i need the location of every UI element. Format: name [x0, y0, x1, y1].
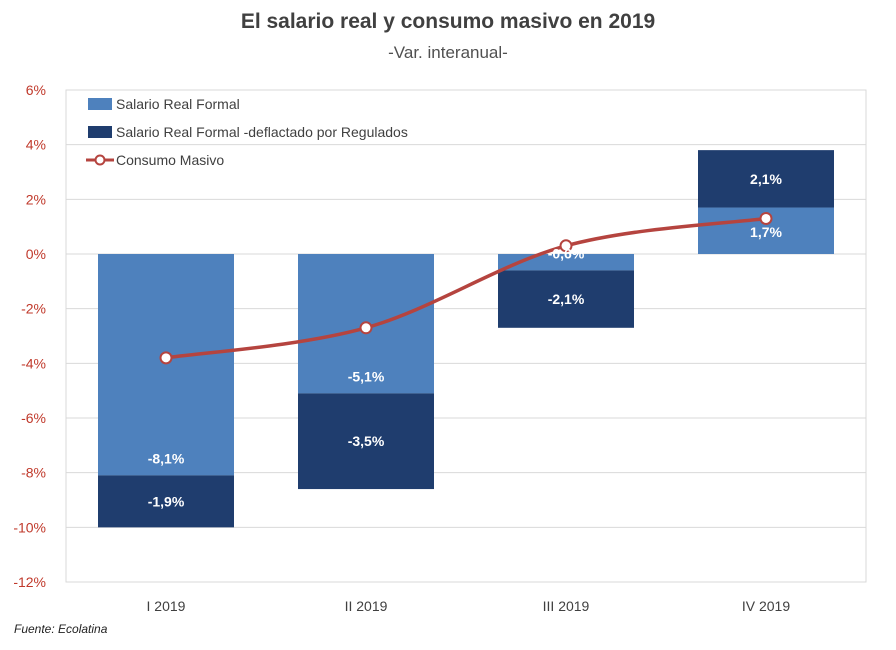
bar-data-label: -2,1%: [548, 291, 585, 307]
bars: [98, 150, 834, 528]
y-tick-label: 2%: [26, 191, 46, 207]
chart-title: El salario real y consumo masivo en 2019: [240, 10, 656, 33]
line-point: [559, 239, 573, 253]
bar-data-label: -8,1%: [148, 450, 185, 466]
legend-swatch: [88, 98, 112, 110]
bar-segment: [98, 475, 234, 528]
x-tick-label: II 2019: [345, 598, 388, 614]
bar-data-label: -5,1%: [348, 368, 385, 384]
legend-label: Consumo Masivo: [116, 152, 224, 168]
legend-label: Salario Real Formal -deflactado por Regu…: [116, 124, 408, 140]
y-tick-label: 6%: [26, 82, 46, 98]
source-note: Fuente: Ecolatina: [14, 622, 108, 636]
x-tick-label: IV 2019: [742, 598, 790, 614]
y-tick-label: -8%: [21, 465, 46, 481]
x-tick-label: III 2019: [543, 598, 590, 614]
bar-data-label: -1,9%: [148, 493, 185, 509]
y-tick-label: -10%: [13, 519, 46, 535]
line-point: [759, 211, 773, 225]
y-tick-label: -12%: [13, 574, 46, 590]
consumo-masivo-line: [165, 216, 767, 360]
x-tick-label: I 2019: [147, 598, 186, 614]
bar-data-label: 1,7%: [750, 224, 782, 240]
axes: 6% 4% 2% 0% -2% -4% -6% -8% -10% -12% I 2019 II 201…: [13, 82, 790, 614]
bar-segment: [98, 254, 234, 476]
y-tick-label: 0%: [26, 246, 46, 262]
chart-subtitle: -Var. interanual-: [388, 43, 508, 62]
y-tick-label: -6%: [21, 410, 46, 426]
data-labels: -8,1% -1,9% -5,1% -3,5% -0,6% -2,1% 1,7% 2,1%: [148, 171, 783, 510]
line-point: [159, 351, 173, 365]
consumo-line: [159, 211, 773, 365]
bar-data-label: 2,1%: [750, 171, 782, 187]
line-point: [359, 321, 373, 335]
legend-label: Salario Real Formal: [116, 96, 240, 112]
legend-swatch: [88, 126, 112, 138]
y-tick-label: -4%: [21, 355, 46, 371]
bar-data-label: -0,6%: [548, 245, 585, 261]
bar-data-label: -3,5%: [348, 433, 385, 449]
bar-segment: [298, 393, 434, 490]
legend-line-marker: [94, 154, 106, 166]
legend: Salario Real Formal Salario Real Formal -…: [86, 96, 408, 168]
bar-segment: [498, 270, 634, 328]
y-tick-label: -2%: [21, 301, 46, 317]
y-tick-label: 4%: [26, 137, 46, 153]
bar-segment: [698, 150, 834, 208]
